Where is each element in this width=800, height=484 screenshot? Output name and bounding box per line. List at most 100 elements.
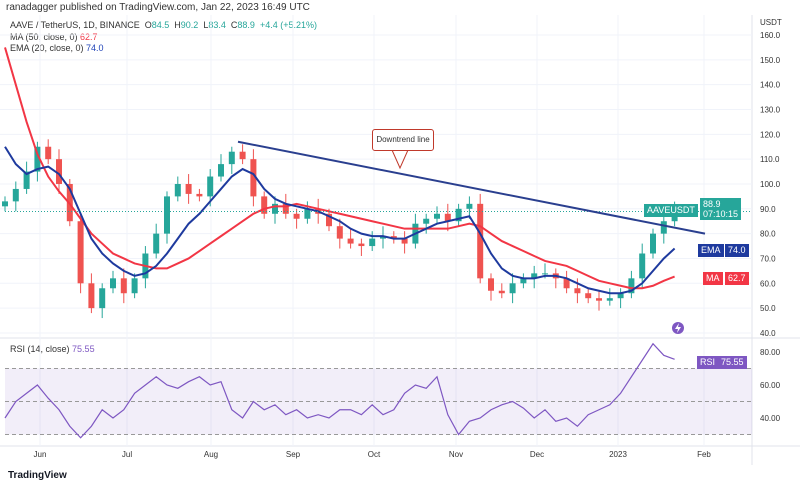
time-tick-label: 2023 bbox=[609, 450, 627, 459]
bar-countdown: 07:10:15 bbox=[703, 209, 739, 219]
price-tick-label: 90.0 bbox=[760, 205, 776, 214]
ema-legend[interactable]: EMA (20, close, 0) 74.0 bbox=[10, 43, 104, 53]
rsi-tag: RSI bbox=[697, 356, 719, 369]
candle bbox=[585, 293, 592, 299]
tradingview-logo[interactable]: TradingView bbox=[8, 470, 67, 481]
time-tick-label: Oct bbox=[368, 450, 381, 459]
candle bbox=[574, 288, 581, 294]
candle bbox=[509, 283, 516, 294]
candle bbox=[185, 183, 192, 194]
candle bbox=[218, 164, 224, 177]
rsi-tick-label: 40.00 bbox=[760, 414, 781, 423]
annotation-pointer bbox=[391, 149, 409, 170]
candle bbox=[617, 293, 624, 299]
price-tick-label: 130.0 bbox=[760, 105, 781, 114]
time-tick-label: Jul bbox=[122, 450, 132, 459]
candle bbox=[2, 201, 8, 207]
candle bbox=[196, 193, 203, 197]
price-tick-label: 110.0 bbox=[760, 155, 780, 164]
price-tick-label: 120.0 bbox=[760, 130, 781, 139]
candle bbox=[488, 278, 494, 291]
candle bbox=[358, 243, 365, 247]
ema-value: 74.0 bbox=[86, 43, 104, 53]
candle bbox=[380, 236, 386, 239]
price-tick-label: 60.0 bbox=[760, 279, 776, 288]
close-label: C bbox=[230, 20, 238, 30]
candle bbox=[77, 221, 84, 284]
candle bbox=[12, 188, 19, 202]
candle bbox=[164, 196, 170, 234]
candle bbox=[596, 298, 602, 301]
close-value: 88.9 bbox=[237, 20, 255, 30]
candle bbox=[606, 298, 613, 301]
last-price: 88.9 bbox=[703, 199, 721, 209]
ma-line bbox=[4, 47, 675, 290]
time-tick-label: Aug bbox=[204, 450, 218, 459]
candle bbox=[466, 203, 473, 209]
price-tick-label: 160.0 bbox=[760, 31, 781, 40]
candle bbox=[34, 146, 41, 172]
candle bbox=[401, 238, 408, 244]
candle bbox=[88, 283, 95, 309]
candle bbox=[239, 151, 246, 160]
candle bbox=[131, 278, 138, 294]
candle bbox=[228, 151, 235, 165]
candle bbox=[639, 253, 646, 279]
price-tick-label: 150.0 bbox=[760, 56, 781, 65]
open-value: 84.5 bbox=[151, 20, 170, 30]
candle bbox=[99, 288, 106, 309]
candle bbox=[423, 218, 430, 224]
candle bbox=[56, 159, 62, 184]
change-value: +4.4 (+5.21%) bbox=[259, 20, 317, 30]
time-tick-label: Jun bbox=[34, 450, 47, 459]
ema-value-tag: 74.0 bbox=[725, 244, 749, 257]
candle bbox=[282, 203, 289, 214]
candle bbox=[45, 146, 52, 160]
symbol-tag: AAVEUSDT bbox=[644, 204, 698, 217]
candle bbox=[369, 238, 376, 247]
low-label: L bbox=[203, 20, 209, 30]
candle bbox=[207, 176, 214, 197]
downtrend-annotation[interactable]: Downtrend line bbox=[372, 129, 434, 151]
ma-value-tag: 62.7 bbox=[725, 272, 749, 285]
ma-label: MA (50, close, 0) bbox=[10, 32, 78, 42]
candle bbox=[304, 208, 311, 219]
symbol-legend: AAVE / TetherUS, 1D, BINANCE O84.5 H90.2… bbox=[10, 20, 317, 30]
price-tick-label: 40.0 bbox=[760, 329, 776, 338]
candle bbox=[477, 203, 484, 279]
downtrend-line bbox=[237, 140, 706, 235]
candle bbox=[272, 203, 278, 214]
candle bbox=[153, 233, 160, 254]
candle bbox=[23, 171, 30, 189]
rsi-tick-label: 80.00 bbox=[760, 348, 781, 357]
price-tick-label: 50.0 bbox=[760, 304, 776, 313]
ma-legend[interactable]: MA (50, close, 0) 62.7 bbox=[10, 32, 98, 42]
candle bbox=[120, 278, 127, 294]
candle bbox=[390, 236, 397, 239]
time-tick-label: Feb bbox=[697, 450, 711, 459]
candle bbox=[336, 226, 343, 239]
high-value: 90.2 bbox=[180, 20, 199, 30]
symbol-label: AAVE / TetherUS, 1D, BINANCE bbox=[10, 20, 140, 30]
rsi-line bbox=[4, 342, 675, 439]
time-tick-label: Nov bbox=[449, 450, 463, 459]
candle bbox=[455, 208, 462, 222]
ma-value: 62.7 bbox=[80, 32, 98, 42]
ema-tag: EMA bbox=[698, 244, 724, 257]
rsi-tick-label: 60.00 bbox=[760, 381, 781, 390]
candle bbox=[628, 278, 635, 294]
time-tick-label: Dec bbox=[530, 450, 544, 459]
candle bbox=[261, 196, 268, 214]
candle bbox=[563, 278, 570, 289]
candle bbox=[660, 221, 667, 234]
ema-line bbox=[4, 146, 676, 295]
lightning-glyph bbox=[675, 323, 681, 333]
candle bbox=[650, 233, 656, 254]
low-value: 83.4 bbox=[208, 20, 226, 30]
open-label: O bbox=[144, 20, 152, 30]
candle bbox=[542, 273, 548, 275]
candle bbox=[174, 183, 181, 197]
currency-label: USDT bbox=[760, 18, 782, 27]
price-tick-label: 100.0 bbox=[760, 180, 781, 189]
